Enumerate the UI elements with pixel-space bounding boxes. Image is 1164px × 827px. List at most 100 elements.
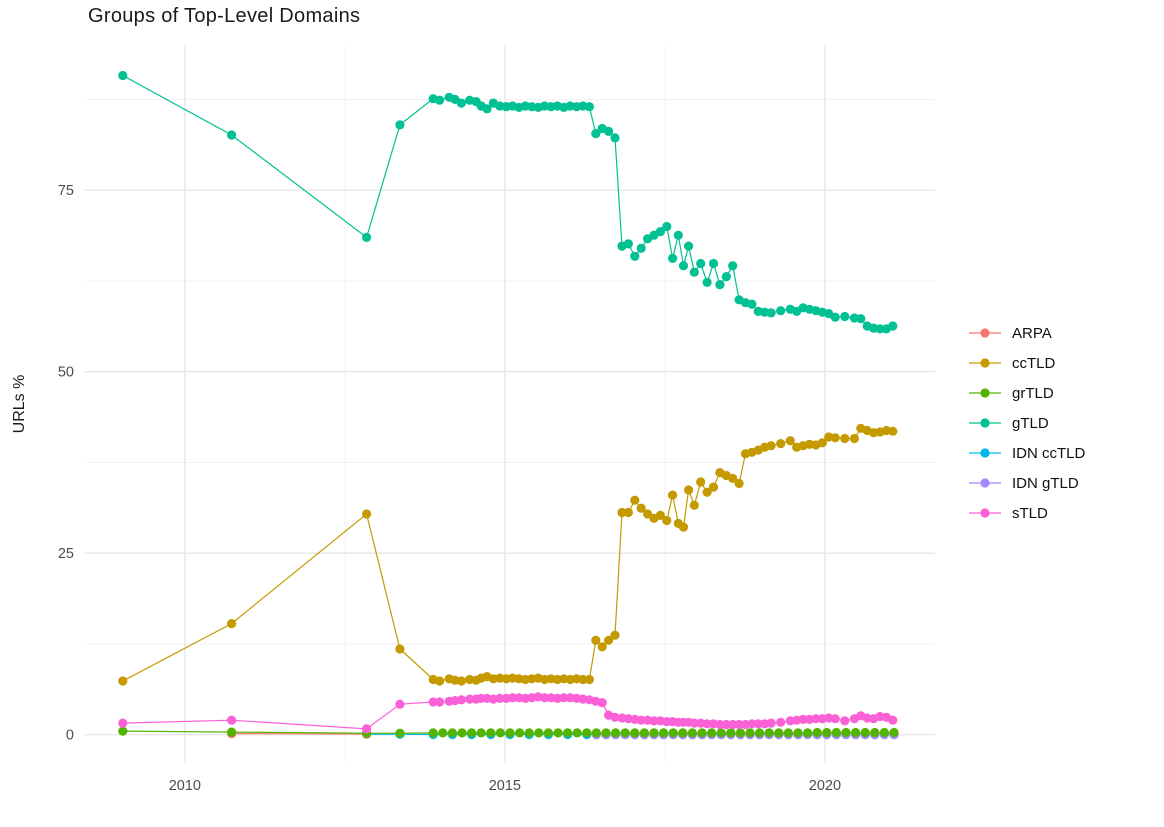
data-point-cctld (227, 619, 237, 629)
y-tick-label: 50 (58, 365, 74, 381)
legend-key-icon (969, 358, 1001, 368)
data-point-cctld (678, 522, 689, 532)
data-point-stld (840, 716, 850, 726)
data-point-grtld (716, 728, 726, 738)
data-point-stld (428, 697, 438, 707)
data-point-cctld (435, 676, 445, 686)
legend-label: IDN ccTLD (1012, 444, 1086, 462)
data-point-grtld (611, 728, 621, 738)
data-point-grtld (457, 728, 467, 738)
data-point-grtld (812, 727, 822, 738)
data-point-cctld (655, 510, 666, 520)
data-point-stld (636, 715, 646, 725)
data-point-stld (465, 694, 475, 704)
data-point-gtld (673, 230, 683, 240)
data-point-grtld (783, 728, 794, 738)
data-point-gtld (721, 272, 731, 282)
data-point-grtld (543, 728, 554, 738)
legend-key-dot-icon (980, 508, 990, 518)
y-tick-label: 75 (58, 183, 74, 199)
data-point-gtld (888, 321, 898, 331)
legend-item-idn-gtld: IDN gTLD (968, 468, 1085, 498)
data-point-grtld (803, 728, 813, 738)
data-point-cctld (702, 487, 712, 497)
data-point-grtld (227, 727, 237, 737)
data-point-grtld (726, 728, 736, 738)
data-point-cctld (766, 441, 776, 451)
data-point-cctld (456, 676, 466, 686)
data-point-grtld (851, 727, 861, 738)
data-point-gtld (702, 277, 712, 287)
data-point-cctld (362, 509, 372, 519)
data-point-cctld (684, 485, 694, 495)
data-point-stld (753, 719, 763, 729)
data-point-cctld (597, 642, 607, 652)
data-point-gtld (766, 308, 776, 318)
data-point-cctld (689, 500, 699, 510)
legend-item-arpa: ARPA (968, 318, 1085, 348)
data-point-cctld (785, 436, 795, 446)
data-point-grtld (687, 728, 698, 738)
data-point-stld (495, 693, 505, 704)
legend-label: ARPA (1012, 324, 1052, 342)
legend-key-dot-icon (980, 418, 990, 428)
series-line-gtld (122, 74, 894, 330)
data-point-grtld (841, 727, 851, 738)
data-point-gtld (856, 314, 866, 324)
data-point-stld (798, 714, 808, 725)
data-point-cctld (849, 433, 860, 444)
data-point-stld (766, 718, 776, 728)
data-point-gtld (655, 227, 666, 237)
data-point-gtld (747, 299, 757, 309)
x-tick-label: 2015 (489, 778, 521, 794)
data-point-grtld (447, 728, 457, 738)
data-point-stld (830, 714, 840, 724)
data-point-grtld (774, 728, 784, 738)
data-point-stld (728, 719, 738, 730)
y-tick-label: 0 (66, 728, 74, 744)
data-point-grtld (428, 728, 438, 738)
data-point-stld (597, 698, 607, 708)
data-point-grtld (793, 728, 803, 738)
data-point-gtld (662, 221, 672, 232)
data-point-grtld (572, 728, 582, 738)
data-point-cctld (630, 495, 640, 505)
legend-label: grTLD (1012, 384, 1054, 402)
data-point-cctld (604, 635, 614, 645)
data-point-grtld (764, 728, 774, 738)
legend-label: IDN gTLD (1012, 474, 1079, 492)
data-point-gtld (227, 130, 237, 140)
data-point-stld (811, 714, 821, 724)
data-point-stld (395, 699, 405, 709)
data-point-stld (559, 693, 569, 703)
data-point-gtld (636, 243, 646, 253)
data-point-cctld (696, 477, 706, 487)
data-point-gtld (435, 95, 445, 105)
data-point-cctld (734, 478, 744, 489)
data-point-grtld (745, 728, 755, 738)
data-point-gtld (728, 261, 738, 271)
legend-key-dot-icon (980, 478, 990, 488)
data-point-gtld (623, 239, 634, 249)
data-point-grtld (553, 728, 563, 738)
data-point-stld (776, 717, 786, 727)
data-point-grtld (879, 727, 890, 738)
data-point-cctld (817, 438, 827, 448)
data-point-gtld (362, 232, 372, 242)
data-point-gtld (610, 133, 620, 143)
data-point-grtld (591, 728, 602, 738)
data-point-stld (888, 715, 898, 725)
data-point-stld (715, 719, 725, 730)
y-tick-label: 25 (58, 546, 74, 562)
data-point-grtld (659, 728, 669, 738)
data-point-cctld (776, 439, 786, 449)
data-point-gtld (395, 120, 405, 130)
data-point-grtld (438, 728, 448, 738)
data-point-gtld (830, 312, 840, 322)
data-point-stld (721, 719, 731, 730)
data-point-cctld (610, 630, 620, 640)
data-point-stld (227, 715, 237, 725)
data-point-gtld (630, 251, 640, 261)
data-point-grtld (860, 727, 870, 738)
